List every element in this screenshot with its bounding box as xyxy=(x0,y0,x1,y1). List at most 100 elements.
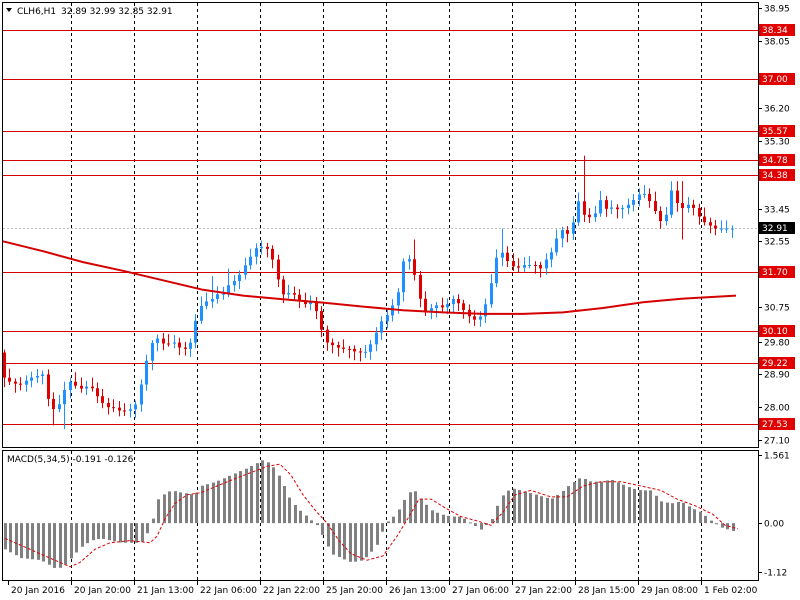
candle-body xyxy=(304,301,307,305)
macd-bar xyxy=(463,518,466,524)
candle-body xyxy=(676,190,679,204)
macd-bar xyxy=(617,482,620,524)
macd-bar xyxy=(86,523,89,544)
macd-bar xyxy=(392,516,395,524)
level-tag: 34.38 xyxy=(762,171,788,181)
macd-bar xyxy=(447,515,450,524)
macd-bar xyxy=(726,523,729,530)
candle-body xyxy=(178,342,181,348)
macd-bar xyxy=(491,518,494,524)
candle-body xyxy=(25,380,28,385)
level-tag: 30.10 xyxy=(762,327,788,337)
candle-body xyxy=(260,246,263,249)
macd-bar xyxy=(666,502,669,524)
macd-bar xyxy=(524,491,527,524)
macd-bar xyxy=(75,523,78,553)
macd-bar xyxy=(108,523,111,541)
candle-body xyxy=(101,396,104,403)
candle-body xyxy=(3,352,6,378)
candle-body xyxy=(561,230,564,239)
macd-bar xyxy=(124,523,127,543)
level-tag: 38.34 xyxy=(762,26,788,36)
macd-bar xyxy=(633,488,636,524)
macd-bar xyxy=(403,499,406,524)
candle-body xyxy=(665,214,668,222)
candle-body xyxy=(670,190,673,215)
macd-bar xyxy=(327,523,330,547)
candle-body xyxy=(80,385,83,389)
x-tick-label: 27 Jan 06:00 xyxy=(452,586,509,596)
macd-bar xyxy=(168,491,171,524)
macd-bar xyxy=(195,492,198,524)
macd-bar xyxy=(398,509,401,524)
macd-bar xyxy=(409,492,412,524)
candle-body xyxy=(681,203,684,209)
candle-body xyxy=(107,402,110,408)
candle-body xyxy=(298,294,301,302)
macd-bar xyxy=(710,520,713,524)
macd-bar xyxy=(551,498,554,524)
macd-bar xyxy=(365,523,368,558)
grid-layer xyxy=(71,3,702,580)
macd-bar xyxy=(37,523,40,560)
macd-bar xyxy=(53,523,56,568)
macd-bar xyxy=(535,494,538,524)
candle-body xyxy=(566,230,569,234)
macd-bar xyxy=(294,504,297,524)
candle-body xyxy=(123,410,126,412)
macd-bar xyxy=(146,523,149,534)
macd-bar xyxy=(256,463,259,524)
candle-body xyxy=(85,386,88,389)
candle-body xyxy=(484,304,487,317)
macd-bar xyxy=(682,502,685,524)
macd-bar xyxy=(321,523,324,535)
macd-bar xyxy=(688,506,691,524)
macd-bar xyxy=(381,523,384,532)
candle-body xyxy=(479,316,482,320)
candle-body xyxy=(293,293,296,295)
macd-bar xyxy=(507,490,510,524)
macd-bar xyxy=(540,496,543,524)
candle-body xyxy=(577,201,580,223)
ohlc-label: 32.89 32.99 32.85 32.91 xyxy=(61,7,173,17)
candle-body xyxy=(419,274,422,299)
candle-body xyxy=(271,248,274,260)
macd-bar xyxy=(179,492,182,524)
macd-y-tick-label: 1.561 xyxy=(764,452,790,462)
macd-bar xyxy=(283,485,286,524)
candle-body xyxy=(211,299,214,302)
symbol-dropdown-icon[interactable] xyxy=(6,8,12,12)
y-axis-layer: 38.9538.0537.0036.2035.3034.4533.4532.55… xyxy=(758,5,790,579)
candle-body xyxy=(69,381,72,391)
candle-body xyxy=(200,305,203,321)
x-tick-label: 20 Jan 2016 xyxy=(11,586,65,596)
candle-body xyxy=(572,222,575,234)
candle-body xyxy=(391,305,394,316)
macd-bar xyxy=(9,523,12,553)
level-tag-bg xyxy=(759,73,795,85)
macd-signal-line xyxy=(4,463,739,568)
tag-layer: 38.34 37.00 35.57 34.78 34.38 31.70 30.10 29.22… xyxy=(759,24,795,430)
ma-layer xyxy=(2,240,737,315)
macd-bar xyxy=(97,523,100,540)
current-price-tag: 32.91 xyxy=(762,224,788,234)
macd-bar xyxy=(190,494,193,524)
candle-body xyxy=(397,292,400,306)
macd-bar xyxy=(567,486,570,524)
macd-bar xyxy=(562,490,565,524)
macd-bar xyxy=(212,482,215,524)
macd-bar xyxy=(655,495,658,524)
x-tick-label: 26 Jan 13:00 xyxy=(389,586,446,596)
candle-body xyxy=(326,329,329,343)
y-tick-label: 28.90 xyxy=(764,371,790,381)
macd-bar xyxy=(480,523,483,530)
macd-bar xyxy=(622,484,625,524)
candle-body xyxy=(462,303,465,310)
macd-bar xyxy=(578,478,581,524)
macd-bar xyxy=(4,523,7,550)
macd-bar xyxy=(70,523,73,559)
macd-bar xyxy=(299,510,302,524)
macd-bar xyxy=(546,497,549,524)
macd-bar xyxy=(414,491,417,524)
